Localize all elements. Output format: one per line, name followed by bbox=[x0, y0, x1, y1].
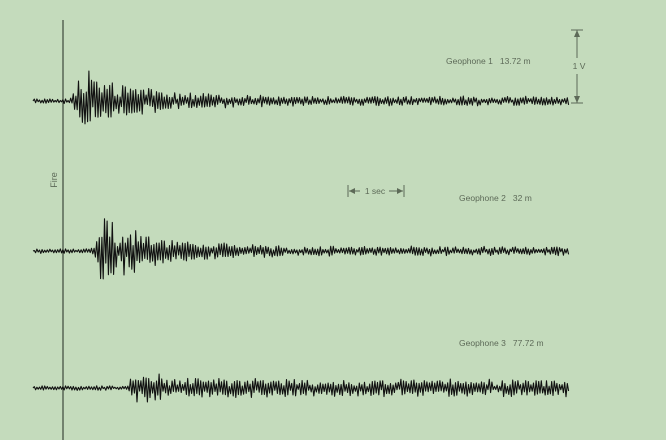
time-scale-bar: 1 sec bbox=[347, 185, 405, 197]
time-scale-label: 1 sec bbox=[365, 186, 386, 196]
series-label-geophone-2: Geophone 2 32 m bbox=[459, 193, 532, 203]
series-label-geophone-3: Geophone 3 77.72 m bbox=[459, 338, 544, 348]
trace-geophone-3 bbox=[32, 373, 570, 403]
voltage-scale-bar: 1 V bbox=[571, 29, 586, 104]
series-label-geophone-1: Geophone 1 13.72 m bbox=[446, 56, 531, 66]
voltage-scale-label: 1 V bbox=[573, 61, 586, 71]
trace-geophone-2 bbox=[32, 218, 570, 280]
fire-label: Fire bbox=[49, 172, 59, 188]
trace-geophone-1 bbox=[32, 70, 570, 125]
